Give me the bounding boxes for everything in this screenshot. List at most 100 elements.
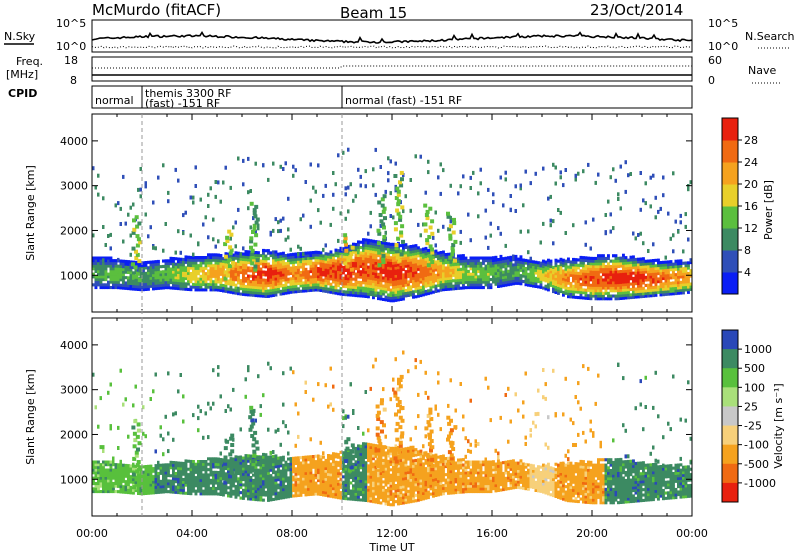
power-cell — [677, 286, 680, 290]
power-cell — [239, 281, 243, 285]
power-cell — [357, 167, 360, 172]
velocity-cell — [214, 478, 218, 482]
power-cell — [644, 275, 648, 279]
velocity-cell — [197, 416, 200, 421]
velocity-cell — [244, 480, 248, 484]
velocity-cell — [254, 476, 258, 480]
power-cell — [109, 275, 113, 279]
power-cell — [242, 182, 245, 187]
power-cell — [489, 267, 493, 271]
velocity-cell — [224, 475, 228, 479]
power-cell — [434, 284, 438, 288]
power-cell — [682, 285, 685, 289]
power-cell — [552, 284, 555, 288]
power-cell — [609, 229, 612, 234]
power-cell — [349, 293, 353, 297]
power-cell — [172, 257, 175, 261]
velocity-cell — [142, 465, 145, 469]
power-cell — [669, 276, 673, 280]
power-cell — [574, 274, 578, 278]
power-cell — [272, 277, 275, 281]
power-cell — [129, 260, 133, 264]
power-cell — [532, 279, 535, 283]
velocity-cell — [242, 496, 245, 500]
power-cell — [497, 266, 500, 270]
power-cell — [449, 260, 453, 264]
power-cell — [174, 286, 178, 290]
power-cell — [372, 266, 375, 270]
power-cell — [614, 281, 618, 285]
velocity-cell — [262, 493, 265, 497]
velocity-cell — [92, 471, 95, 475]
power-cell — [387, 296, 390, 300]
power-cell — [127, 281, 130, 285]
power-cell — [327, 252, 330, 256]
power-cell — [267, 273, 270, 277]
power-cell — [584, 220, 587, 225]
power-cell — [254, 229, 257, 234]
power-streak — [423, 203, 428, 208]
velocity-cell — [292, 370, 295, 375]
velocity-cell — [272, 484, 275, 488]
velocity-cell — [144, 489, 148, 493]
power-cell — [462, 267, 465, 271]
power-cell — [572, 268, 575, 272]
power-cell — [637, 279, 640, 283]
power-cell — [474, 278, 478, 282]
power-cell — [172, 267, 175, 271]
power-cell — [359, 259, 363, 263]
velocity-cell — [92, 482, 95, 486]
power-cell — [362, 270, 365, 274]
power-cell — [192, 272, 195, 276]
velocity-cell — [232, 492, 235, 496]
power-cell — [427, 283, 430, 287]
velocity-cell — [174, 485, 178, 489]
power-cell — [387, 293, 390, 297]
velocity-cell — [129, 485, 133, 489]
power-cell — [234, 251, 238, 255]
power-cell — [507, 269, 510, 273]
power-cell — [567, 268, 570, 272]
power-cell — [139, 194, 142, 199]
velocity-cell — [204, 484, 208, 488]
power-cell — [347, 209, 350, 214]
velocity-cell — [232, 489, 235, 493]
power-cell — [392, 293, 395, 297]
power-cell — [637, 265, 640, 269]
power-cell — [207, 272, 210, 276]
velocity-cell — [182, 461, 185, 465]
velocity-cell — [182, 488, 185, 492]
power-cell — [542, 259, 545, 263]
velocity-cell — [289, 484, 293, 488]
power-cell — [629, 266, 633, 270]
power-cell — [174, 268, 178, 272]
power-cell — [387, 242, 390, 246]
power-cell — [642, 268, 645, 272]
power-cell — [129, 284, 133, 288]
power-cell — [582, 264, 585, 268]
velocity-cell — [242, 459, 245, 463]
power-streak — [400, 224, 405, 229]
power-cell — [434, 279, 438, 283]
power-streak — [132, 227, 137, 232]
power-cell — [274, 258, 278, 262]
power-cell — [604, 265, 608, 269]
power-cell — [147, 279, 150, 283]
velocity-cell — [267, 461, 270, 465]
velocity-cell — [209, 470, 213, 474]
velocity-cell — [244, 462, 248, 466]
power-cell — [457, 262, 460, 266]
power-cell — [362, 248, 365, 252]
power-cell — [569, 268, 573, 272]
power-cell — [669, 265, 673, 269]
power-cell — [312, 275, 315, 279]
power-cell — [429, 264, 433, 268]
power-colorbar-swatch — [722, 272, 738, 295]
power-cell — [162, 286, 165, 290]
power-cell — [207, 264, 210, 268]
power-cell — [324, 276, 328, 280]
power-colorbar-tick-label: 20 — [744, 178, 758, 191]
power-cell — [617, 264, 620, 268]
power-cell — [214, 253, 218, 257]
power-cell — [494, 255, 498, 259]
